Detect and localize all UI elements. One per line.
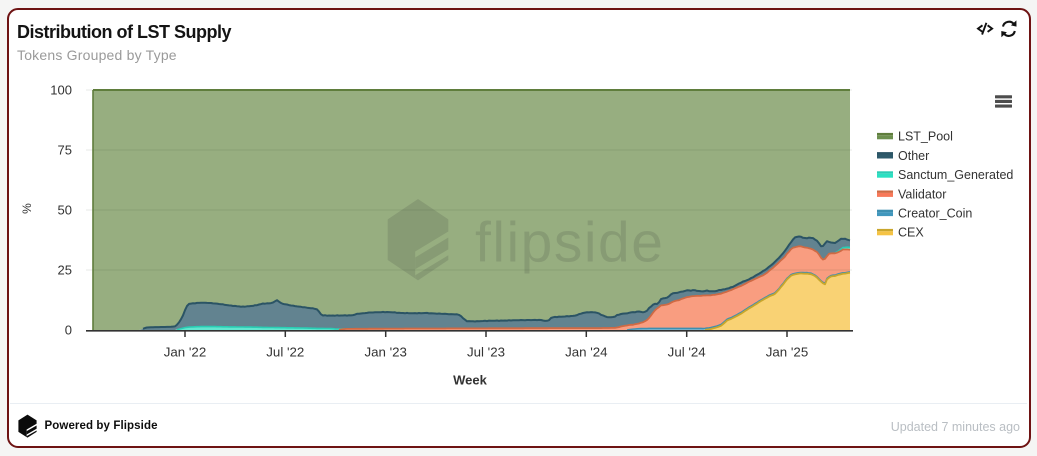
svg-text:Week: Week (453, 373, 487, 388)
svg-text:Creator_Coin: Creator_Coin (898, 207, 972, 221)
svg-text:0: 0 (65, 323, 72, 338)
svg-text:Jul '22: Jul '22 (266, 345, 304, 360)
svg-text:50: 50 (58, 203, 72, 218)
svg-text:Jul '24: Jul '24 (668, 345, 706, 360)
svg-text:Jan '25: Jan '25 (766, 345, 808, 360)
svg-text:Jan '24: Jan '24 (565, 345, 607, 360)
svg-text:100: 100 (50, 83, 72, 98)
svg-text:Validator: Validator (898, 187, 946, 201)
svg-text:Jan '22: Jan '22 (164, 345, 206, 360)
svg-text:Other: Other (898, 149, 929, 163)
svg-text:%: % (20, 203, 34, 214)
svg-text:Jan '23: Jan '23 (364, 345, 406, 360)
svg-text:CEX: CEX (898, 226, 924, 240)
svg-text:75: 75 (58, 143, 72, 158)
svg-text:flipside: flipside (475, 211, 664, 275)
svg-text:Jul '23: Jul '23 (467, 345, 505, 360)
svg-text:LST_Pool: LST_Pool (898, 130, 953, 144)
svg-text:25: 25 (58, 263, 72, 278)
svg-text:Sanctum_Generated: Sanctum_Generated (898, 168, 1013, 182)
